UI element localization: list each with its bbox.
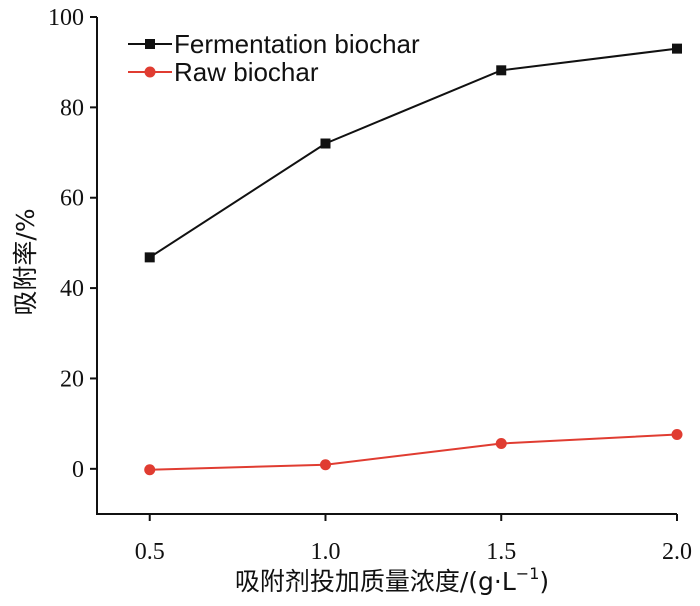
- y-tick-label: 40: [60, 276, 84, 302]
- legend-label-fermentation: Fermentation biochar: [174, 29, 420, 59]
- legend-item-raw: Raw biochar: [128, 57, 319, 87]
- x-ticks: 0.5 1.0 1.5 2.0: [135, 514, 692, 565]
- series-line: [149, 433, 678, 471]
- data-point: [496, 65, 507, 76]
- x-tick-label: 1.5: [486, 539, 516, 565]
- axes: [96, 17, 677, 515]
- legend: Fermentation biochar Raw biochar: [128, 29, 420, 87]
- data-point: [144, 252, 155, 263]
- data-point: [671, 428, 683, 440]
- legend-marker-fermentation: [145, 39, 155, 49]
- x-axis-title-close: ): [539, 567, 549, 596]
- series-layer: [144, 43, 683, 476]
- y-tick-label: 80: [60, 95, 84, 121]
- data-point: [319, 459, 331, 471]
- x-axis-title-main: 吸附剂投加质量浓度/(g·L: [235, 567, 516, 596]
- series-1: [144, 428, 683, 476]
- data-point: [144, 464, 156, 476]
- data-point: [495, 438, 507, 450]
- y-tick-label: 100: [48, 5, 84, 31]
- legend-item-fermentation: Fermentation biochar: [128, 29, 420, 59]
- legend-label-raw: Raw biochar: [174, 57, 319, 87]
- x-axis-title: 吸附剂投加质量浓度/(g·L−1): [235, 564, 549, 596]
- legend-marker-raw: [144, 66, 156, 78]
- y-tick-label: 0: [72, 457, 84, 483]
- series-0: [144, 43, 682, 263]
- y-tick-label: 20: [60, 366, 84, 392]
- x-tick-label: 0.5: [135, 539, 165, 565]
- y-tick-label: 60: [60, 186, 84, 212]
- data-point: [320, 138, 331, 149]
- y-ticks: 0 20 40 60 80 100: [48, 5, 97, 483]
- data-point: [672, 43, 682, 54]
- x-tick-label: 1.0: [310, 539, 340, 565]
- y-axis-title: 吸附率/%: [11, 208, 40, 315]
- x-tick-label: 2.0: [662, 539, 692, 565]
- x-axis-title-sup: −1: [516, 564, 540, 583]
- series-line: [149, 47, 678, 259]
